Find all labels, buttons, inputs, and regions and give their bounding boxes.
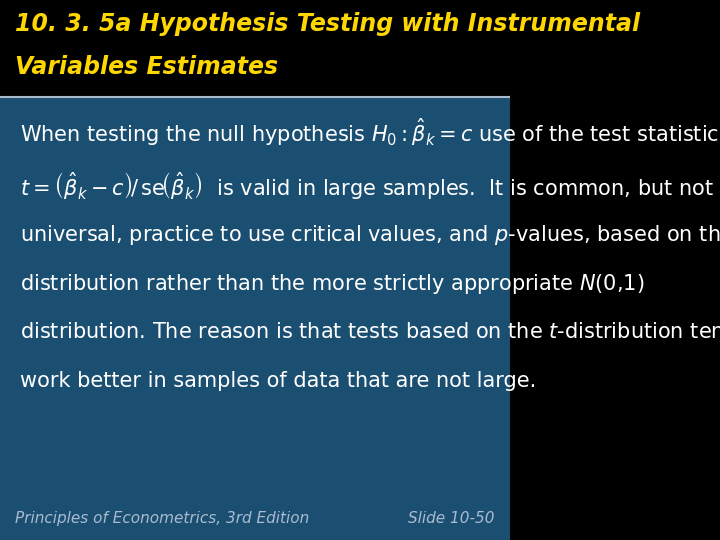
Text: work better in samples of data that are not large.: work better in samples of data that are … (20, 370, 536, 391)
FancyBboxPatch shape (0, 97, 510, 540)
Text: When testing the null hypothesis $H_0 : \hat{\beta}_k = c$ use of the test stati: When testing the null hypothesis $H_0 : … (20, 117, 719, 148)
Text: 10. 3. 5a Hypothesis Testing with Instrumental: 10. 3. 5a Hypothesis Testing with Instru… (15, 12, 640, 36)
Text: Principles of Econometrics, 3rd Edition: Principles of Econometrics, 3rd Edition (15, 511, 310, 526)
Text: $t = \left(\hat{\beta}_k - c\right)\!/\,\mathrm{se}\!\left(\hat{\beta}_k\right)$: $t = \left(\hat{\beta}_k - c\right)\!/\,… (20, 171, 714, 202)
FancyBboxPatch shape (0, 0, 510, 97)
Text: distribution rather than the more strictly appropriate $N$(0,1): distribution rather than the more strict… (20, 272, 645, 295)
Text: Variables Estimates: Variables Estimates (15, 56, 279, 79)
Text: Slide 10-50: Slide 10-50 (408, 511, 495, 526)
Text: distribution. The reason is that tests based on the $t$-distribution tend to: distribution. The reason is that tests b… (20, 322, 720, 342)
Text: universal, practice to use critical values, and $p$-values, based on the: universal, practice to use critical valu… (20, 223, 720, 247)
